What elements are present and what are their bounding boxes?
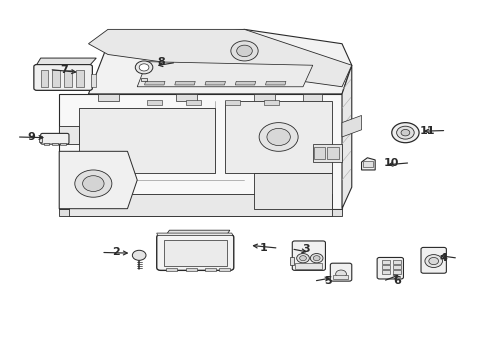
Circle shape — [82, 176, 104, 192]
Circle shape — [396, 126, 413, 139]
Bar — [392, 265, 400, 269]
Bar — [60, 143, 66, 145]
Bar — [224, 100, 239, 105]
Polygon shape — [254, 173, 331, 209]
Polygon shape — [59, 209, 341, 216]
Polygon shape — [157, 233, 232, 235]
Text: 11: 11 — [419, 126, 435, 135]
Text: 4: 4 — [439, 253, 447, 263]
Polygon shape — [166, 230, 229, 234]
Text: 6: 6 — [393, 276, 401, 286]
Bar — [392, 270, 400, 274]
Bar — [303, 94, 321, 101]
Bar — [52, 69, 60, 87]
Polygon shape — [174, 81, 195, 85]
Circle shape — [135, 61, 153, 74]
Text: 2: 2 — [112, 247, 120, 257]
Text: 5: 5 — [324, 276, 331, 286]
Circle shape — [400, 130, 409, 136]
Bar — [332, 275, 347, 279]
Circle shape — [335, 270, 346, 278]
FancyBboxPatch shape — [157, 234, 233, 270]
Circle shape — [230, 41, 258, 61]
Bar — [41, 69, 48, 87]
Circle shape — [391, 123, 418, 143]
Polygon shape — [361, 158, 374, 170]
Polygon shape — [265, 81, 285, 85]
Bar — [392, 260, 400, 264]
Circle shape — [296, 253, 309, 263]
Bar — [39, 136, 41, 142]
Bar — [312, 144, 341, 162]
Bar — [141, 78, 147, 81]
Bar — [294, 263, 322, 269]
Polygon shape — [37, 58, 96, 64]
Bar — [363, 161, 372, 167]
Polygon shape — [144, 81, 164, 85]
Bar — [381, 265, 389, 269]
Bar — [76, 69, 83, 87]
Bar — [166, 268, 177, 271]
Text: 3: 3 — [302, 244, 309, 254]
Bar — [176, 94, 196, 101]
Bar — [264, 100, 278, 105]
Bar — [205, 268, 216, 271]
Text: 8: 8 — [158, 57, 165, 67]
Circle shape — [313, 256, 320, 261]
Polygon shape — [341, 116, 361, 137]
FancyBboxPatch shape — [34, 64, 92, 90]
Polygon shape — [79, 108, 215, 173]
FancyBboxPatch shape — [330, 263, 351, 281]
Bar — [381, 260, 389, 264]
Circle shape — [424, 255, 442, 267]
Polygon shape — [59, 126, 79, 144]
FancyBboxPatch shape — [41, 134, 69, 144]
Text: 7: 7 — [60, 64, 68, 75]
Bar — [52, 143, 58, 145]
Polygon shape — [59, 94, 341, 209]
Bar — [327, 147, 338, 159]
Bar — [64, 69, 72, 87]
Polygon shape — [235, 81, 255, 85]
Circle shape — [75, 170, 112, 197]
Circle shape — [428, 257, 438, 265]
Circle shape — [259, 123, 298, 151]
Polygon shape — [59, 151, 137, 209]
Text: 1: 1 — [260, 243, 267, 253]
Bar — [91, 74, 96, 87]
Bar — [185, 100, 200, 105]
Circle shape — [236, 45, 252, 57]
Bar — [147, 100, 161, 105]
Polygon shape — [224, 101, 331, 173]
Polygon shape — [69, 194, 331, 216]
Bar — [254, 94, 274, 101]
Polygon shape — [88, 30, 351, 87]
Bar — [163, 240, 226, 266]
Polygon shape — [392, 129, 395, 137]
Circle shape — [299, 256, 306, 261]
Bar — [98, 94, 119, 101]
Polygon shape — [204, 81, 225, 85]
Bar — [185, 268, 196, 271]
Bar — [290, 257, 293, 265]
Bar — [313, 147, 325, 159]
Bar — [43, 143, 49, 145]
Circle shape — [266, 129, 290, 145]
Polygon shape — [137, 62, 312, 87]
FancyBboxPatch shape — [376, 257, 403, 279]
Polygon shape — [341, 65, 351, 209]
FancyBboxPatch shape — [292, 241, 325, 270]
Circle shape — [139, 64, 149, 71]
Circle shape — [132, 250, 146, 260]
Text: 9: 9 — [27, 132, 35, 142]
Text: 10: 10 — [384, 158, 399, 168]
Bar — [381, 270, 389, 274]
Circle shape — [310, 253, 323, 263]
Bar — [219, 268, 229, 271]
Polygon shape — [88, 30, 351, 94]
FancyBboxPatch shape — [420, 247, 446, 273]
